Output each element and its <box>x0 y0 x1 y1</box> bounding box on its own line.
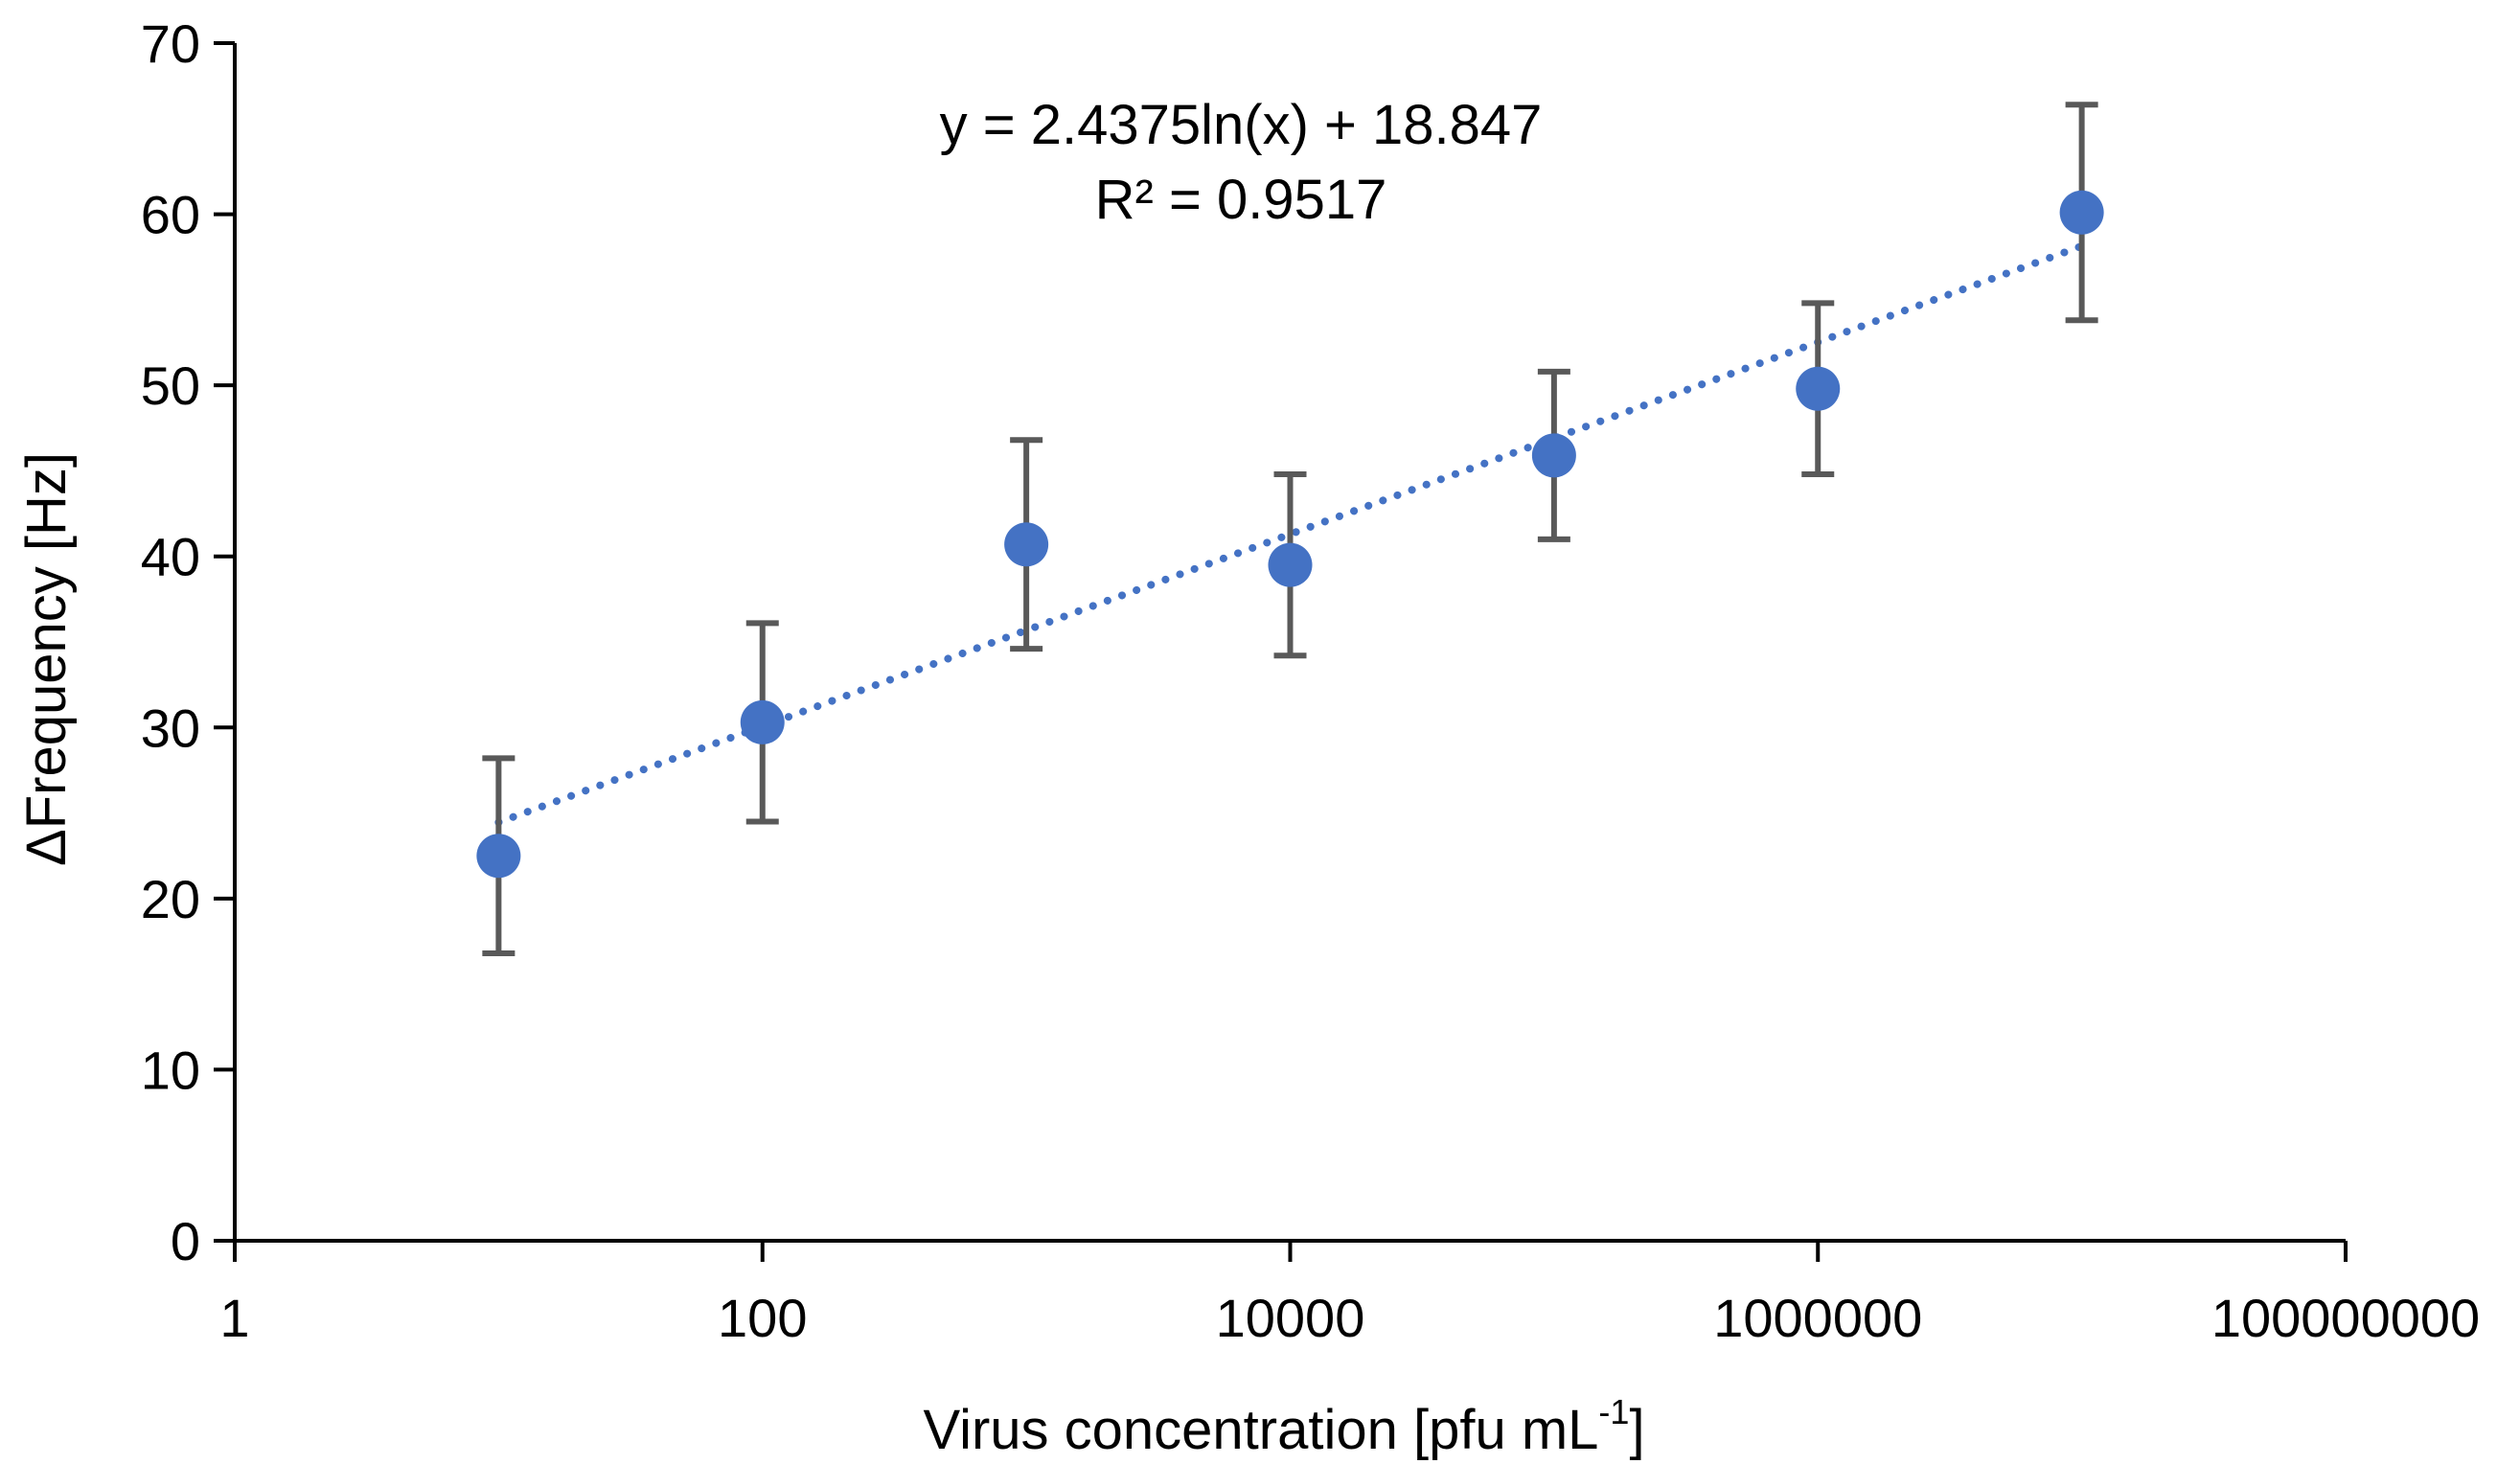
data-point <box>1268 542 1313 587</box>
x-tick-label: 1000000 <box>1713 1288 1922 1348</box>
x-axis-title-superscript: -1 <box>1598 1392 1629 1431</box>
axes <box>214 41 2348 1262</box>
y-tick-label: 30 <box>141 698 200 758</box>
x-axis-title-main: Virus concentration [pfu mL <box>923 1399 1598 1461</box>
y-tick-label: 10 <box>141 1040 200 1100</box>
y-tick-label: 50 <box>141 355 200 416</box>
x-axis-title: Virus concentration [pfu mL-1] <box>923 1392 1644 1461</box>
y-tick-label: 20 <box>141 869 200 929</box>
error-bars-layer <box>482 102 2098 956</box>
x-tick-label: 1 <box>219 1288 249 1348</box>
y-tick-label: 70 <box>141 13 200 74</box>
x-tick-label: 100 <box>718 1288 807 1348</box>
y-tick-label: 0 <box>171 1211 200 1271</box>
x-axis-title-suffix: ] <box>1629 1399 1644 1461</box>
data-point <box>1531 433 1576 478</box>
x-tick-label: 100000000 <box>2211 1288 2480 1348</box>
x-tick-label: 10000 <box>1216 1288 1365 1348</box>
trendline-r-squared: R² = 0.9517 <box>1095 169 1387 231</box>
data-point <box>1004 522 1049 567</box>
tick-labels-layer: 0 10 20 30 40 50 60 70 1 100 10000 1000000 100000000 <box>141 13 2480 1348</box>
data-point <box>1796 366 1841 411</box>
trendline-equation: y = 2.4375ln(x) + 18.847 <box>940 94 1543 156</box>
y-tick-label: 60 <box>141 185 200 245</box>
y-axis-title: ΔFrequency [Hz] <box>15 452 78 866</box>
y-tick-label: 40 <box>141 527 200 587</box>
data-points-layer <box>476 190 2104 879</box>
data-point <box>740 699 785 744</box>
data-point <box>2059 190 2104 235</box>
data-point <box>476 834 521 879</box>
